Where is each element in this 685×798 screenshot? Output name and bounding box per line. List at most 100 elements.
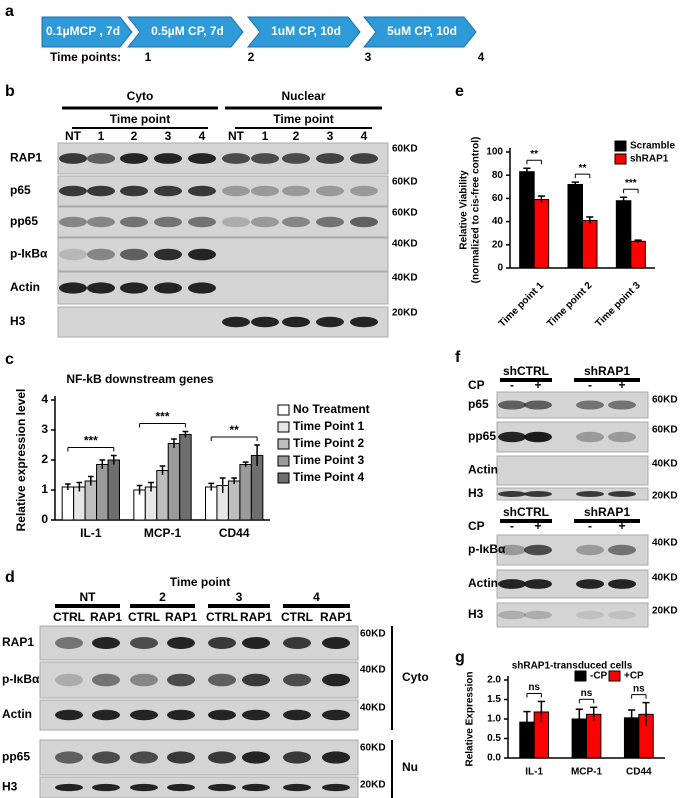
- row-label: Actin: [10, 280, 40, 294]
- group-subtitle: Time point: [273, 112, 333, 126]
- band: [208, 673, 236, 687]
- band: [576, 579, 604, 589]
- panel-label: b: [5, 83, 15, 100]
- y-tick-label: 2: [41, 452, 48, 466]
- band: [524, 400, 552, 410]
- row-label: pp65: [10, 214, 38, 228]
- y-tick-label: 4: [41, 392, 48, 406]
- y-tick-label: 1: [41, 482, 48, 496]
- band: [282, 153, 310, 164]
- row-label: Actin: [468, 463, 498, 477]
- band: [251, 216, 279, 228]
- step-arrow: [41, 16, 133, 48]
- significance: ns: [581, 688, 593, 699]
- band: [498, 431, 526, 443]
- group-label: shCTRL: [503, 364, 549, 378]
- error-bar: [590, 706, 598, 722]
- bar: [519, 171, 535, 269]
- size-marker: 40KD: [652, 573, 678, 584]
- band: [59, 216, 87, 228]
- chart-title: shRAP1-transduced cells: [512, 661, 633, 672]
- legend-label: No Treatment: [293, 402, 370, 416]
- time-point: 3: [365, 50, 372, 64]
- band: [524, 431, 552, 443]
- band: [524, 544, 552, 556]
- band: [167, 673, 195, 687]
- bar: [61, 486, 75, 521]
- error-bar: [208, 482, 215, 491]
- lane-label: -: [588, 519, 592, 533]
- error-bar: [571, 181, 579, 187]
- error-bar: [219, 477, 226, 493]
- significance: ns: [633, 683, 645, 694]
- band: [242, 637, 270, 649]
- lane-label: 2: [293, 129, 300, 143]
- lane-label: NT: [228, 129, 245, 143]
- y-axis-label: Relative Expression: [465, 671, 476, 766]
- band: [120, 216, 148, 228]
- lane-label: RAP1: [165, 610, 197, 624]
- error-bar: [182, 430, 189, 438]
- panel-label: a: [5, 3, 14, 20]
- band: [130, 673, 158, 687]
- lane-label: CTRL: [206, 610, 238, 624]
- band: [130, 709, 158, 721]
- significance: ns: [528, 682, 540, 693]
- error-bar: [65, 483, 71, 490]
- band: [222, 153, 250, 164]
- error-bar: [171, 438, 177, 448]
- legend-label: Scramble: [630, 141, 675, 152]
- fraction-label: Nu: [402, 760, 418, 774]
- row-label: H3: [2, 780, 18, 794]
- significance: ***: [625, 178, 637, 189]
- bar: [84, 480, 98, 521]
- band: [154, 282, 182, 294]
- lane-label: CTRL: [281, 610, 313, 624]
- band: [59, 185, 87, 197]
- band: [283, 673, 311, 687]
- group-label: shRAP1: [584, 505, 630, 519]
- size-marker: 40KD: [360, 703, 386, 714]
- bar: [533, 199, 550, 269]
- significance: **: [530, 149, 538, 160]
- error-bar: [634, 239, 642, 243]
- legend-label: Time Point 1: [293, 419, 364, 433]
- fraction-label: Cyto: [402, 670, 429, 684]
- lane-label: CTRL: [53, 610, 85, 624]
- row-label: H3: [468, 486, 484, 500]
- band: [154, 185, 182, 197]
- band: [576, 400, 604, 410]
- bar: [239, 464, 252, 521]
- error-bar: [523, 710, 531, 733]
- error-bar: [242, 461, 249, 467]
- band: [498, 491, 526, 497]
- band: [608, 579, 636, 589]
- lane-label: 3: [165, 129, 172, 143]
- significance: **: [579, 163, 587, 174]
- size-marker: 60KD: [392, 177, 418, 188]
- lane-label: +: [534, 378, 541, 392]
- size-marker: 20KD: [652, 491, 678, 502]
- band: [222, 185, 250, 197]
- error-bar: [619, 196, 628, 205]
- band: [222, 216, 250, 228]
- size-marker: 60KD: [392, 144, 418, 155]
- band: [608, 431, 636, 443]
- size-marker: 60KD: [652, 425, 678, 436]
- band: [120, 282, 148, 294]
- panel-title: Time point: [170, 575, 230, 589]
- y-tick-label: 0: [41, 512, 48, 526]
- band: [350, 316, 378, 328]
- legend-swatch: [574, 670, 587, 682]
- group-label: Nuclear: [281, 89, 325, 103]
- lane-label: RAP1: [90, 610, 122, 624]
- band: [55, 637, 83, 649]
- band: [322, 709, 350, 721]
- y-tick-label: 0.5: [487, 733, 501, 744]
- blot: [57, 237, 389, 272]
- step-arrow: [126, 16, 244, 48]
- band: [55, 751, 83, 764]
- band: [130, 783, 158, 792]
- y-tick-label: 0: [497, 263, 503, 274]
